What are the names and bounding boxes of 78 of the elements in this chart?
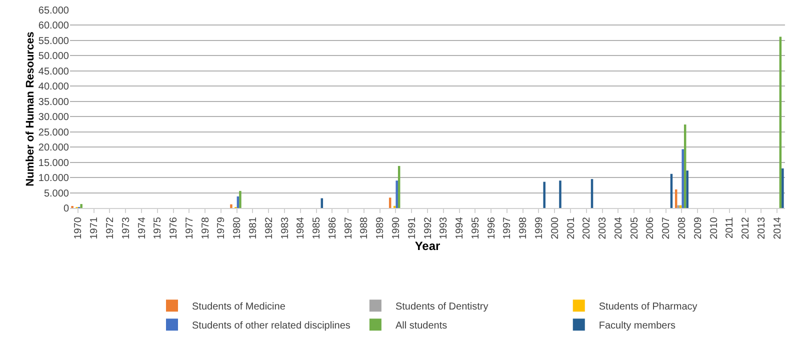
y-tick-label: 20.000 — [38, 142, 70, 154]
y-tick-label: 10.000 — [38, 173, 70, 184]
y-tick-label: 35.000 — [38, 96, 70, 108]
y-axis-title: Number of Human Resources — [24, 32, 36, 186]
x-tick-label: 2001 — [566, 216, 577, 240]
y-tick-label: 0 — [63, 204, 70, 214]
x-tick-label: 1989 — [375, 216, 386, 240]
bar — [396, 180, 398, 208]
y-tick-label: 65.000 — [38, 6, 70, 16]
x-tick-label: 1984 — [296, 216, 307, 240]
bar — [543, 182, 546, 208]
x-tick-label: 2013 — [756, 216, 768, 240]
x-tick-label: 1998 — [518, 216, 530, 240]
x-tick-label: 2007 — [661, 216, 672, 240]
bar — [686, 170, 688, 208]
y-tick-label: 25.000 — [38, 127, 70, 138]
legend-label: All students — [395, 320, 448, 332]
x-tick-label: 2000 — [550, 216, 561, 240]
y-tick-label: 5.000 — [44, 188, 70, 200]
y-tick-label: 30.000 — [38, 112, 70, 124]
x-tick-label: 1985 — [312, 216, 323, 240]
x-tick-label: 2010 — [708, 216, 720, 240]
x-tick-label: 1987 — [343, 216, 354, 240]
legend-label: Students of other related disciplines — [192, 320, 350, 332]
bar — [230, 204, 232, 208]
legend-label: Students of Pharmacy — [598, 302, 698, 313]
x-tick-label: 1995 — [470, 216, 482, 240]
x-tick-label: 1994 — [454, 216, 466, 240]
x-tick-label: 1978 — [200, 216, 212, 240]
x-tick-label: 1981 — [248, 216, 259, 240]
x-tick-label: 1999 — [534, 216, 545, 240]
x-tick-label: 1970 — [73, 216, 84, 240]
x-tick-label: 1997 — [502, 216, 514, 240]
y-tick-label: 60.000 — [38, 20, 70, 32]
x-tick-label: 2005 — [629, 216, 640, 240]
x-tick-label: 1972 — [104, 216, 116, 240]
x-tick-label: 1992 — [422, 216, 434, 240]
x-tick-label: 1973 — [120, 216, 132, 240]
legend-label: Faculty members — [598, 320, 676, 332]
x-tick-label: 1986 — [327, 216, 338, 240]
x-tick-label: 2011 — [724, 216, 736, 239]
x-tick-label: 1990 — [390, 216, 402, 240]
x-tick-label: 2008 — [676, 216, 688, 240]
x-tick-label: 2012 — [740, 216, 752, 240]
x-tick-label: 2002 — [582, 216, 593, 240]
y-tick-label: 40.000 — [38, 82, 70, 93]
x-tick-label: 2006 — [645, 216, 656, 240]
x-tick-label: 1982 — [264, 216, 275, 240]
x-tick-label: 1975 — [152, 216, 164, 240]
x-tick-label: 1980 — [232, 216, 244, 240]
legend-label: Students of Medicine — [192, 302, 286, 313]
x-tick-label: 1976 — [168, 216, 180, 240]
x-tick-label: 1983 — [280, 216, 291, 240]
x-tick-label: 1991 — [406, 216, 418, 240]
bar — [388, 198, 392, 208]
bar — [682, 149, 684, 208]
x-tick-label: 1988 — [359, 216, 370, 240]
x-tick-label: 1979 — [216, 216, 228, 240]
x-tick-label: 2014 — [772, 216, 784, 240]
x-tick-label: 2003 — [598, 216, 609, 240]
legend-label: Students of Dentistry — [395, 302, 488, 313]
x-tick-label: 1971 — [89, 216, 100, 240]
x-tick-label: 2004 — [613, 216, 624, 240]
x-tick-label: 1996 — [486, 216, 498, 240]
x-tick-label: 1974 — [136, 216, 148, 240]
bar — [677, 205, 680, 208]
y-tick-label: 50.000 — [38, 51, 70, 62]
x-tick-label: 2009 — [692, 216, 704, 240]
x-axis-title: Year — [414, 239, 441, 254]
bar — [80, 204, 82, 208]
y-tick-label: 15.000 — [38, 158, 70, 169]
bar — [782, 168, 784, 208]
y-tick-label: 45.000 — [38, 66, 70, 78]
y-tick-label: 55.000 — [38, 36, 70, 47]
x-tick-label: 1993 — [438, 216, 450, 240]
x-tick-label: 1977 — [184, 216, 196, 240]
bar — [239, 190, 242, 208]
bar — [559, 180, 562, 208]
